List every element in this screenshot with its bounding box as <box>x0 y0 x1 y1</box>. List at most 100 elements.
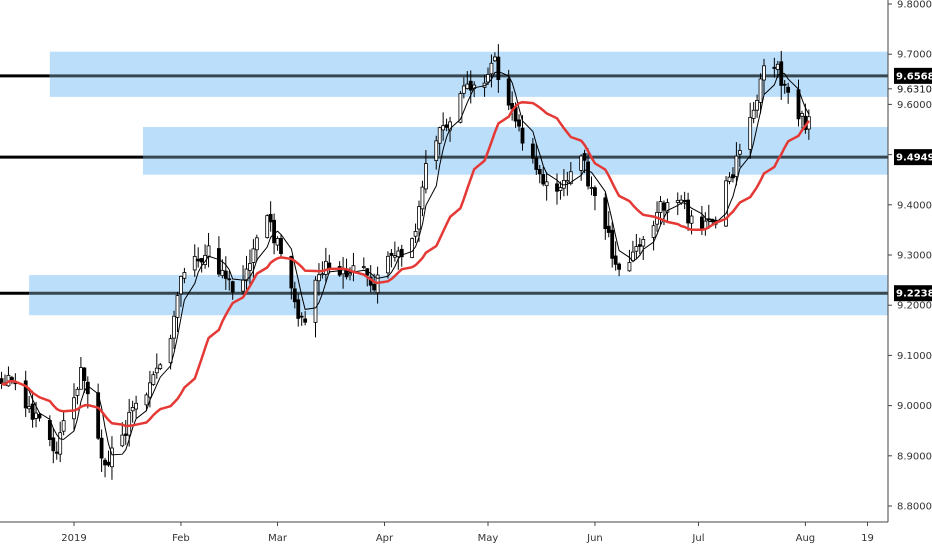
candle-up <box>758 78 763 103</box>
candle-down <box>399 248 404 258</box>
candle-down <box>610 229 615 259</box>
candle-up <box>558 187 563 191</box>
candle-down <box>37 414 42 419</box>
candle-down <box>706 218 711 221</box>
candle-up <box>423 163 428 190</box>
candle-up <box>465 83 470 89</box>
candle-up <box>437 127 442 144</box>
candle-down <box>299 315 304 318</box>
candle-up <box>172 315 176 339</box>
candle-down <box>372 283 377 291</box>
candle-up <box>317 274 321 282</box>
candle-up <box>448 121 452 131</box>
y-tick-label: 9.00000 <box>897 401 932 412</box>
y-tick-label: 9.20000 <box>897 301 932 312</box>
candle-down <box>389 252 394 256</box>
x-tick-label: Jun <box>586 533 603 544</box>
y-tick-label: 9.60000 <box>897 100 932 111</box>
candle-up <box>386 255 390 274</box>
x-tick-label: May <box>478 533 499 544</box>
candle-up <box>658 201 663 213</box>
candle-down <box>468 80 473 91</box>
candle-up <box>127 411 132 436</box>
candle-down <box>303 318 308 323</box>
candle-up <box>72 397 76 420</box>
candle-up <box>724 180 728 227</box>
candle-up <box>665 202 670 213</box>
candle-down <box>520 127 525 144</box>
candle-down <box>272 219 277 244</box>
zone-band-3 <box>29 275 888 316</box>
level-flag-label: 9.65687 <box>896 71 932 82</box>
candle-up <box>675 200 680 203</box>
candle-down <box>682 199 687 202</box>
level-flag <box>894 149 932 166</box>
candle-down <box>617 263 621 270</box>
x-tick-label: Jul <box>691 533 704 544</box>
sma-20-line <box>1 100 810 428</box>
candle-up <box>420 186 425 210</box>
candle-down <box>534 157 539 170</box>
x-tick-label: Feb <box>172 533 190 544</box>
candle-down <box>593 187 597 197</box>
candle-down <box>54 451 59 454</box>
candle-down <box>603 197 608 230</box>
y-tick-label: 9.40000 <box>897 200 932 211</box>
candle-up <box>248 263 252 271</box>
candle-up <box>392 255 397 258</box>
candle-down <box>82 367 87 381</box>
candle-up <box>565 180 570 183</box>
candle-up <box>579 155 584 171</box>
candle-down <box>230 281 235 293</box>
candle-up <box>634 246 639 252</box>
candle-down <box>786 86 791 93</box>
candle-up <box>410 238 415 258</box>
candle-up <box>254 237 259 251</box>
candle-up <box>651 225 656 238</box>
candle-up <box>544 181 549 187</box>
candle-down <box>96 392 101 439</box>
candle-down <box>582 153 587 161</box>
candle-up <box>492 56 497 62</box>
candle-down <box>123 433 128 436</box>
candle-up <box>147 382 152 398</box>
candle-up <box>361 266 366 268</box>
candle-down <box>199 258 204 263</box>
candle-down <box>555 183 559 192</box>
candle-up <box>130 407 135 412</box>
candle-down <box>289 255 294 289</box>
candle-up <box>323 260 328 275</box>
candle-up <box>417 206 421 230</box>
candle-down <box>99 437 104 459</box>
y-tick-label: 9.80000 <box>897 0 932 11</box>
candle-up <box>461 85 466 94</box>
candle-up <box>251 248 256 263</box>
candle-up <box>61 420 66 432</box>
candle-down <box>662 202 666 211</box>
candle-up <box>34 412 38 419</box>
candle-down <box>782 83 787 86</box>
candle-up <box>320 273 325 276</box>
candle-up <box>434 140 439 162</box>
x-tick-label: 2019 <box>61 533 86 544</box>
candle-down <box>517 119 521 127</box>
candle-down <box>731 174 735 179</box>
y-tick-label: 8.80000 <box>897 502 932 513</box>
candle-up <box>158 364 163 369</box>
candle-down <box>103 459 107 466</box>
candle-up <box>751 109 756 119</box>
candle-up <box>568 171 573 185</box>
candle-down <box>292 288 297 303</box>
candle-up <box>134 402 139 410</box>
zone-band-2 <box>143 126 888 175</box>
candle-up <box>175 295 180 318</box>
level-flag-label: 9.49497 <box>896 153 932 164</box>
candle-up <box>220 269 225 277</box>
candle-down <box>496 56 501 80</box>
candle-down <box>30 403 35 420</box>
candle-up <box>275 238 280 246</box>
candle-down <box>196 258 201 262</box>
zone-layer <box>0 51 889 316</box>
candle-up <box>144 394 149 406</box>
